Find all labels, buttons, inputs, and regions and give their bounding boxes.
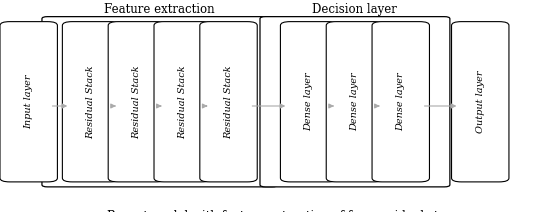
- FancyBboxPatch shape: [260, 17, 450, 187]
- FancyBboxPatch shape: [42, 17, 278, 187]
- Text: Residual Stack: Residual Stack: [224, 65, 233, 139]
- Text: Dense layer: Dense layer: [351, 73, 359, 131]
- Text: Dense layer: Dense layer: [396, 73, 405, 131]
- FancyBboxPatch shape: [108, 22, 166, 182]
- FancyBboxPatch shape: [154, 22, 211, 182]
- FancyBboxPatch shape: [200, 22, 257, 182]
- FancyBboxPatch shape: [62, 22, 120, 182]
- FancyBboxPatch shape: [372, 22, 429, 182]
- Text: Residual Stack: Residual Stack: [178, 65, 187, 139]
- Text: Decision layer: Decision layer: [312, 3, 397, 16]
- Text: Dense layer: Dense layer: [305, 73, 314, 131]
- FancyBboxPatch shape: [280, 22, 338, 182]
- Text: Input layer: Input layer: [24, 74, 33, 129]
- FancyBboxPatch shape: [326, 22, 384, 182]
- Text: Feature extraction: Feature extraction: [104, 3, 215, 16]
- FancyBboxPatch shape: [452, 22, 509, 182]
- Text: Residual Stack: Residual Stack: [132, 65, 141, 139]
- Text: Resnet model with feature extraction of four residual sta: Resnet model with feature extraction of …: [107, 210, 445, 212]
- Text: Residual Stack: Residual Stack: [87, 65, 95, 139]
- FancyBboxPatch shape: [0, 22, 57, 182]
- Text: Output layer: Output layer: [476, 71, 485, 133]
